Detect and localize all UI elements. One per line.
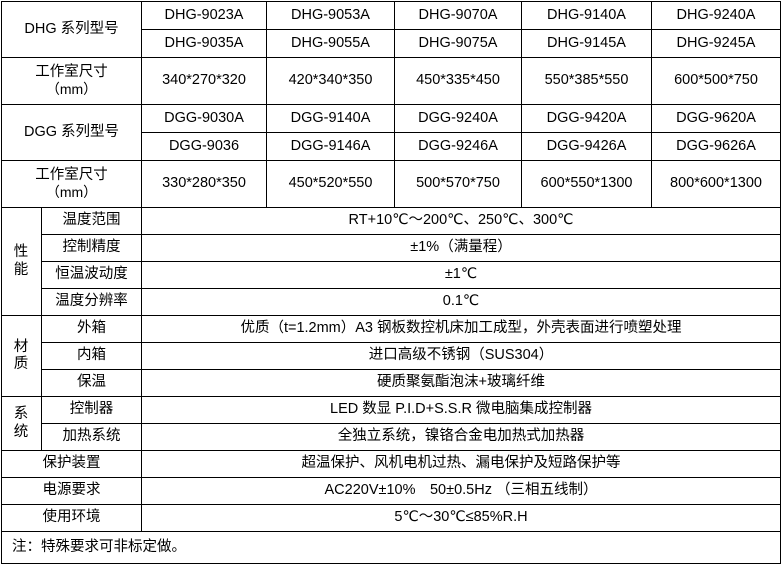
material-row-label: 外箱 bbox=[41, 315, 142, 343]
dhg-dimension-label: 工作室尺寸 （mm） bbox=[1, 57, 142, 105]
dhg-dimension-cell: 550*385*550 bbox=[521, 57, 652, 105]
table-row-outer-case: 材 质 外箱 优质（t=1.2mm）A3 钢板数控机床加工成型，外壳表面进行喷塑… bbox=[1, 315, 781, 397]
dgg-dimension-cell: 500*570*750 bbox=[394, 160, 522, 208]
system-group-label-char1: 系 bbox=[13, 406, 30, 423]
table-row-temperature-range: 性 能 温度范围 RT+10℃～200℃、250℃、300℃ bbox=[1, 207, 781, 316]
performance-row-value: 0.1℃ bbox=[141, 288, 781, 316]
dhg-dimension-cell: 600*500*750 bbox=[651, 57, 781, 105]
dgg-model-cell: DGG-9140A bbox=[266, 104, 395, 133]
table-row-note: 注：特殊要求可非标定做。 bbox=[1, 531, 781, 564]
dhg-dimension-label-text: 工作室尺寸 bbox=[35, 63, 108, 80]
dgg-dimension-label: 工作室尺寸 （mm） bbox=[1, 160, 142, 208]
dgg-series-label: DGG 系列型号 bbox=[1, 104, 142, 161]
performance-row-value: RT+10℃～200℃、250℃、300℃ bbox=[141, 207, 781, 235]
performance-row-label: 控制精度 bbox=[41, 234, 142, 262]
general-row-value: AC220V±10% 50±0.5Hz （三相五线制） bbox=[141, 477, 781, 505]
dhg-model-cell: DHG-9145A bbox=[521, 29, 652, 58]
system-row-value: LED 数显 P.I.D+S.S.R 微电脑集成控制器 bbox=[141, 396, 781, 424]
table-row-insulation: 保温 硬质聚氨酯泡沫+玻璃纤维 bbox=[2, 369, 781, 397]
table-row-dhg-dimensions: 工作室尺寸 （mm） 340*270*320 420*340*350 450*3… bbox=[1, 57, 781, 105]
dgg-dimension-unit: （mm） bbox=[45, 184, 98, 201]
performance-group-label: 性 能 bbox=[1, 207, 42, 316]
general-row-value: 超温保护、风机电机过热、漏电保护及短路保护等 bbox=[141, 450, 781, 478]
dhg-model-cell: DHG-9023A bbox=[141, 1, 267, 30]
dgg-model-cell: DGG-9036 bbox=[141, 132, 267, 161]
material-group-label-char1: 材 bbox=[13, 338, 30, 355]
performance-row-value: ±1%（满量程） bbox=[141, 234, 781, 262]
dgg-model-cell: DGG-9620A bbox=[651, 104, 781, 133]
table-row-controller: 系 统 控制器 LED 数显 P.I.D+S.S.R 微电脑集成控制器 bbox=[1, 396, 781, 451]
system-row-value: 全独立系统，镍铬合金电加热式加热器 bbox=[141, 423, 781, 451]
system-row-label: 加热系统 bbox=[41, 423, 142, 451]
table-row-temperature-resolution: 温度分辨率 0.1℃ bbox=[2, 288, 781, 316]
table-row-heating-system: 加热系统 全独立系统，镍铬合金电加热式加热器 bbox=[2, 423, 781, 451]
table-row-operating-environment: 使用环境 5℃～30℃≤85%R.H bbox=[1, 504, 781, 532]
material-row-label: 保温 bbox=[41, 369, 142, 397]
dhg-dimension-cell: 420*340*350 bbox=[266, 57, 395, 105]
material-row-value: 进口高级不锈钢（SUS304） bbox=[141, 342, 781, 370]
performance-row-label: 温度范围 bbox=[41, 207, 142, 235]
dgg-dimension-label-text: 工作室尺寸 bbox=[35, 166, 108, 183]
dgg-model-cell: DGG-9240A bbox=[394, 104, 522, 133]
table-row-protection-device: 保护装置 超温保护、风机电机过热、漏电保护及短路保护等 bbox=[1, 450, 781, 478]
dhg-series-label: DHG 系列型号 bbox=[1, 1, 142, 58]
material-group-label: 材 质 bbox=[1, 315, 42, 397]
dgg-dimension-cell: 450*520*550 bbox=[266, 160, 395, 208]
material-group-label-char2: 质 bbox=[13, 356, 30, 372]
table-row-dgg-models-2: DGG-9036 DGG-9146A DGG-9246A DGG-9426A D… bbox=[2, 132, 781, 161]
dgg-model-cell: DGG-9420A bbox=[521, 104, 652, 133]
material-row-value: 优质（t=1.2mm）A3 钢板数控机床加工成型，外壳表面进行喷塑处理 bbox=[141, 315, 781, 343]
dgg-model-cell: DGG-9030A bbox=[141, 104, 267, 133]
performance-group-label-char2: 能 bbox=[13, 261, 30, 278]
dhg-model-cell: DHG-9070A bbox=[394, 1, 522, 30]
performance-row-value: ±1℃ bbox=[141, 261, 781, 289]
dhg-model-cell: DHG-9245A bbox=[651, 29, 781, 58]
dhg-model-cell: DHG-9035A bbox=[141, 29, 267, 58]
material-row-label: 内箱 bbox=[41, 342, 142, 370]
table-row-dhg-models-2: DHG-9035A DHG-9055A DHG-9075A DHG-9145A … bbox=[2, 29, 781, 58]
general-row-value: 5℃～30℃≤85%R.H bbox=[141, 504, 781, 532]
table-note: 注：特殊要求可非标定做。 bbox=[1, 531, 781, 564]
general-row-label: 电源要求 bbox=[1, 477, 142, 505]
general-row-label: 使用环境 bbox=[1, 504, 142, 532]
table-row-dgg-models-1: DGG 系列型号 DGG-9030A DGG-9140A DGG-9240A D… bbox=[1, 104, 781, 161]
performance-row-label: 温度分辨率 bbox=[41, 288, 142, 316]
table-row-inner-case: 内箱 进口高级不锈钢（SUS304） bbox=[2, 342, 781, 370]
system-group-label: 系 统 bbox=[1, 396, 42, 451]
dhg-model-cell: DHG-9240A bbox=[651, 1, 781, 30]
general-row-label: 保护装置 bbox=[1, 450, 142, 478]
dhg-dimension-unit: （mm） bbox=[45, 81, 98, 98]
table-row-dgg-dimensions: 工作室尺寸 （mm） 330*280*350 450*520*550 500*5… bbox=[1, 160, 781, 208]
system-row-label: 控制器 bbox=[41, 396, 142, 424]
dgg-dimension-cell: 330*280*350 bbox=[141, 160, 267, 208]
dhg-model-cell: DHG-9075A bbox=[394, 29, 522, 58]
dhg-model-cell: DHG-9140A bbox=[521, 1, 652, 30]
dgg-dimension-cell: 600*550*1300 bbox=[521, 160, 652, 208]
dgg-dimension-cell: 800*600*1300 bbox=[651, 160, 781, 208]
material-row-value: 硬质聚氨酯泡沫+玻璃纤维 bbox=[141, 369, 781, 397]
performance-row-label: 恒温波动度 bbox=[41, 261, 142, 289]
dhg-dimension-cell: 450*335*450 bbox=[394, 57, 522, 105]
table-row-temperature-fluctuation: 恒温波动度 ±1℃ bbox=[2, 261, 781, 289]
dgg-model-cell: DGG-9426A bbox=[521, 132, 652, 161]
dhg-model-cell: DHG-9055A bbox=[266, 29, 395, 58]
system-group-label-char2: 统 bbox=[13, 423, 30, 440]
dgg-model-cell: DGG-9246A bbox=[394, 132, 522, 161]
dgg-model-cell: DGG-9626A bbox=[651, 132, 781, 161]
table-row-dhg-models-1: DHG 系列型号 DHG-9023A DHG-9053A DHG-9070A D… bbox=[1, 1, 781, 58]
dhg-dimension-cell: 340*270*320 bbox=[141, 57, 267, 105]
dgg-model-cell: DGG-9146A bbox=[266, 132, 395, 161]
table-row-control-accuracy: 控制精度 ±1%（满量程） bbox=[2, 234, 781, 262]
performance-group-label-char1: 性 bbox=[13, 244, 30, 261]
table-row-power-requirement: 电源要求 AC220V±10% 50±0.5Hz （三相五线制） bbox=[1, 477, 781, 505]
dhg-model-cell: DHG-9053A bbox=[266, 1, 395, 30]
